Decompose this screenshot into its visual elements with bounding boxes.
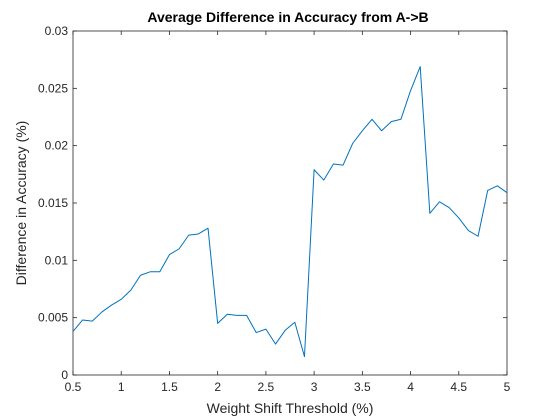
x-tick-label: 0.5 — [65, 380, 82, 394]
x-tick-label: 4 — [407, 380, 414, 394]
x-tick-label: 5 — [504, 380, 511, 394]
x-tick-label: 4.5 — [450, 380, 467, 394]
plot-area — [72, 30, 508, 376]
chart-title: Average Difference in Accuracy from A->B — [147, 9, 428, 25]
x-tick-label: 2 — [214, 380, 221, 394]
y-tick-label: 0.025 — [38, 81, 68, 95]
y-tick-label: 0 — [61, 368, 68, 382]
y-tick-label: 0.01 — [45, 253, 69, 267]
y-axis-label: Difference in Accuracy (%) — [13, 121, 29, 286]
x-axis-label: Weight Shift Threshold (%) — [207, 400, 374, 416]
series-line — [72, 66, 508, 358]
x-tick-label: 2.5 — [258, 380, 275, 394]
x-tick-label: 1 — [118, 380, 125, 394]
y-axis: 0 0.005 0.01 0.015 0.02 0.025 0.03 — [38, 24, 507, 382]
x-axis: 0.5 1 1.5 2 2.5 3 3.5 4 4.5 5 — [65, 31, 511, 394]
x-tick-label: 3 — [311, 380, 318, 394]
y-tick-label: 0.03 — [45, 24, 69, 38]
y-tick-label: 0.015 — [38, 196, 68, 210]
x-tick-label: 1.5 — [161, 380, 178, 394]
x-tick-label: 3.5 — [354, 380, 371, 394]
y-tick-label: 0.005 — [38, 311, 68, 325]
y-tick-label: 0.02 — [45, 139, 69, 153]
